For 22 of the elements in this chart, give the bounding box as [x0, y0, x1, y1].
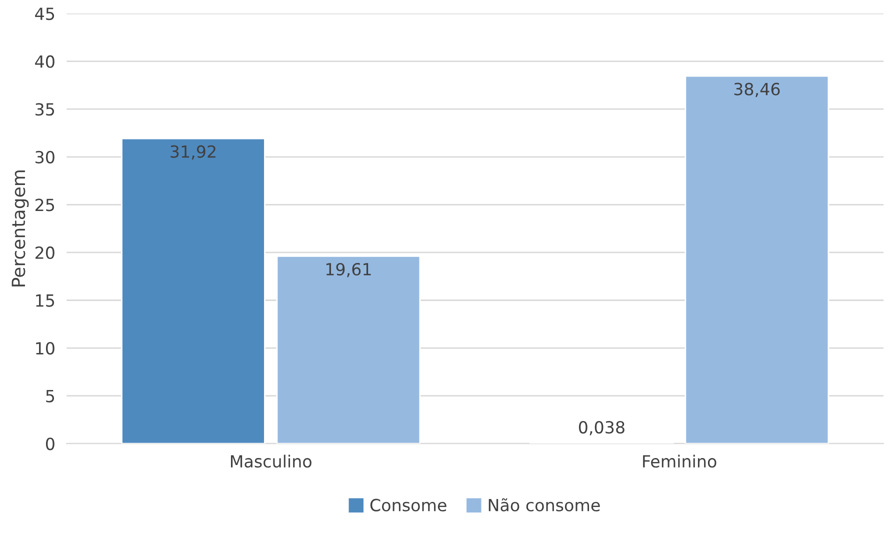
data-label: 31,92 — [170, 145, 216, 160]
y-tick-label: 5 — [46, 390, 54, 402]
y-tick-label: 40 — [35, 55, 54, 68]
x-tick-label: Masculino — [230, 454, 312, 468]
y-tick-label: 0 — [46, 438, 54, 450]
x-tick-label: Feminino — [643, 454, 716, 468]
data-label: 0,038 — [578, 420, 624, 436]
y-tick-label: 10 — [36, 342, 54, 355]
y-tick-label: 45 — [35, 8, 54, 20]
legend-label: Consome — [370, 498, 446, 512]
y-tick-label: 35 — [36, 103, 54, 116]
y-tick-label: 20 — [36, 246, 54, 260]
y-tick-label: 15 — [36, 294, 54, 307]
y-tick-label: 30 — [36, 150, 54, 164]
bar — [121, 138, 266, 444]
data-label: 38,46 — [734, 82, 780, 98]
data-label: 19,61 — [326, 262, 371, 278]
legend-label: Não consome — [488, 498, 600, 512]
bar — [684, 75, 830, 444]
y-axis-title: Percentagem — [12, 170, 29, 286]
y-tick-label: 25 — [36, 198, 54, 212]
bar — [276, 256, 421, 444]
